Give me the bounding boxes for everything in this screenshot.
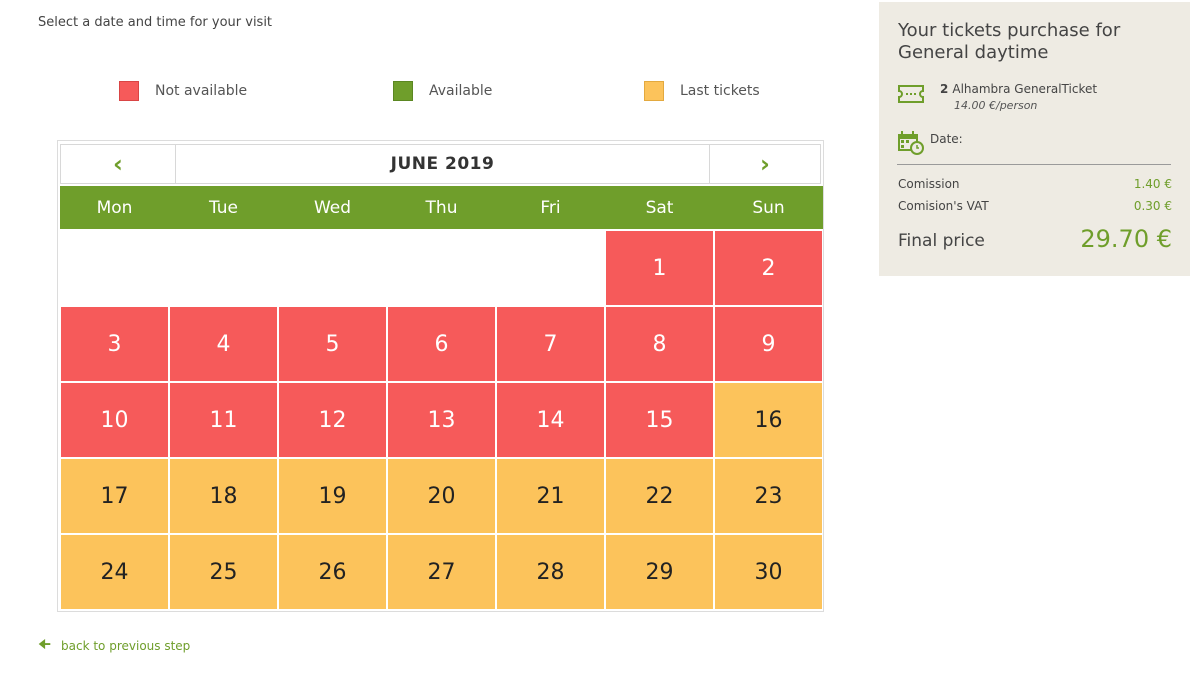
commission-value: 1.40 € — [1133, 177, 1172, 191]
vat-label: Comision's VAT — [898, 199, 989, 213]
calendar-week-row: 17 18 19 20 21 22 23 — [60, 458, 823, 534]
empty-day-cell — [60, 230, 169, 306]
day-cell-3: 3 — [60, 306, 169, 382]
ticket-name: Alhambra GeneralTicket — [952, 82, 1098, 96]
ticket-line: 2 Alhambra GeneralTicket — [940, 82, 1097, 96]
day-cell-15: 15 — [605, 382, 714, 458]
weekday-wed: Wed — [313, 197, 352, 218]
legend-not-available: Not available — [119, 81, 247, 101]
day-cell-8: 8 — [605, 306, 714, 382]
day-cell-25[interactable]: 25 — [169, 534, 278, 610]
day-cell-9: 9 — [714, 306, 823, 382]
day-cell-26[interactable]: 26 — [278, 534, 387, 610]
day-cell-11: 11 — [169, 382, 278, 458]
legend-available: Available — [393, 81, 492, 101]
vat-value: 0.30 € — [1133, 199, 1172, 213]
commission-label: Comission — [898, 177, 960, 191]
day-cell-1: 1 — [605, 230, 714, 306]
weekday-thu: Thu — [425, 197, 458, 218]
next-month-button[interactable]: › — [709, 144, 821, 184]
ticket-quantity: 2 — [940, 82, 949, 96]
last-tickets-swatch — [644, 81, 664, 101]
day-cell-16[interactable]: 16 — [714, 382, 823, 458]
day-cell-6: 6 — [387, 306, 496, 382]
purchase-summary-panel: Your tickets purchase for General daytim… — [879, 2, 1190, 276]
weekday-header-row: Mon Tue Wed Thu Fri Sat Sun — [60, 186, 823, 229]
calendar-header: ‹ JUNE 2019 › — [60, 144, 821, 184]
calendar-week-row: 24 25 26 27 28 29 30 — [60, 534, 823, 610]
available-swatch — [393, 81, 413, 101]
legend-available-label: Available — [429, 83, 493, 99]
final-price-value: 29.70 € — [1080, 225, 1172, 253]
day-cell-13: 13 — [387, 382, 496, 458]
day-cell-27[interactable]: 27 — [387, 534, 496, 610]
chevron-right-icon: › — [760, 150, 770, 178]
day-cell-19[interactable]: 19 — [278, 458, 387, 534]
day-cell-17[interactable]: 17 — [60, 458, 169, 534]
day-cell-22[interactable]: 22 — [605, 458, 714, 534]
calendar-clock-icon — [897, 130, 925, 160]
day-cell-29[interactable]: 29 — [605, 534, 714, 610]
summary-title: Your tickets purchase for General daytim… — [898, 20, 1121, 63]
day-cell-20[interactable]: 20 — [387, 458, 496, 534]
weekday-tue: Tue — [208, 197, 239, 218]
weekday-fri: Fri — [540, 197, 561, 218]
empty-day-cell — [169, 230, 278, 306]
day-cell-18[interactable]: 18 — [169, 458, 278, 534]
day-cell-30[interactable]: 30 — [714, 534, 823, 610]
not-available-swatch — [119, 81, 139, 101]
calendar-grid: 1 2 3 4 5 6 7 8 9 10 11 12 13 14 15 16 17 18 19 20 21 22 23 24 2… — [60, 230, 823, 610]
chevron-left-icon: ‹ — [113, 150, 123, 178]
arrow-left-icon: 🠈 — [38, 637, 52, 653]
day-cell-28[interactable]: 28 — [496, 534, 605, 610]
back-to-previous-step-link[interactable]: 🠈 back to previous step — [38, 634, 190, 658]
day-cell-23[interactable]: 23 — [714, 458, 823, 534]
empty-day-cell — [496, 230, 605, 306]
weekday-sat: Sat — [645, 197, 674, 218]
legend-last-tickets-label: Last tickets — [680, 83, 760, 99]
day-cell-10: 10 — [60, 382, 169, 458]
day-cell-5: 5 — [278, 306, 387, 382]
month-title: JUNE 2019 — [175, 144, 710, 184]
prev-month-button[interactable]: ‹ — [60, 144, 176, 184]
empty-day-cell — [387, 230, 496, 306]
weekday-mon: Mon — [96, 197, 133, 218]
date-label: Date: — [930, 132, 963, 146]
instruction-text: Select a date and time for your visit — [38, 15, 273, 30]
empty-day-cell — [278, 230, 387, 306]
day-cell-21[interactable]: 21 — [496, 458, 605, 534]
day-cell-4: 4 — [169, 306, 278, 382]
ticket-icon — [897, 83, 925, 109]
day-cell-14: 14 — [496, 382, 605, 458]
day-cell-7: 7 — [496, 306, 605, 382]
ticket-price: 14.00 €/person — [954, 99, 1038, 112]
legend-last-tickets: Last tickets — [644, 81, 760, 101]
day-cell-12: 12 — [278, 382, 387, 458]
day-cell-24[interactable]: 24 — [60, 534, 169, 610]
calendar-week-row: 10 11 12 13 14 15 16 — [60, 382, 823, 458]
day-cell-2: 2 — [714, 230, 823, 306]
back-link-label: back to previous step — [61, 639, 191, 653]
final-price-label: Final price — [898, 231, 985, 251]
legend-not-available-label: Not available — [155, 83, 248, 99]
weekday-sun: Sun — [752, 197, 785, 218]
summary-divider — [897, 164, 1171, 165]
